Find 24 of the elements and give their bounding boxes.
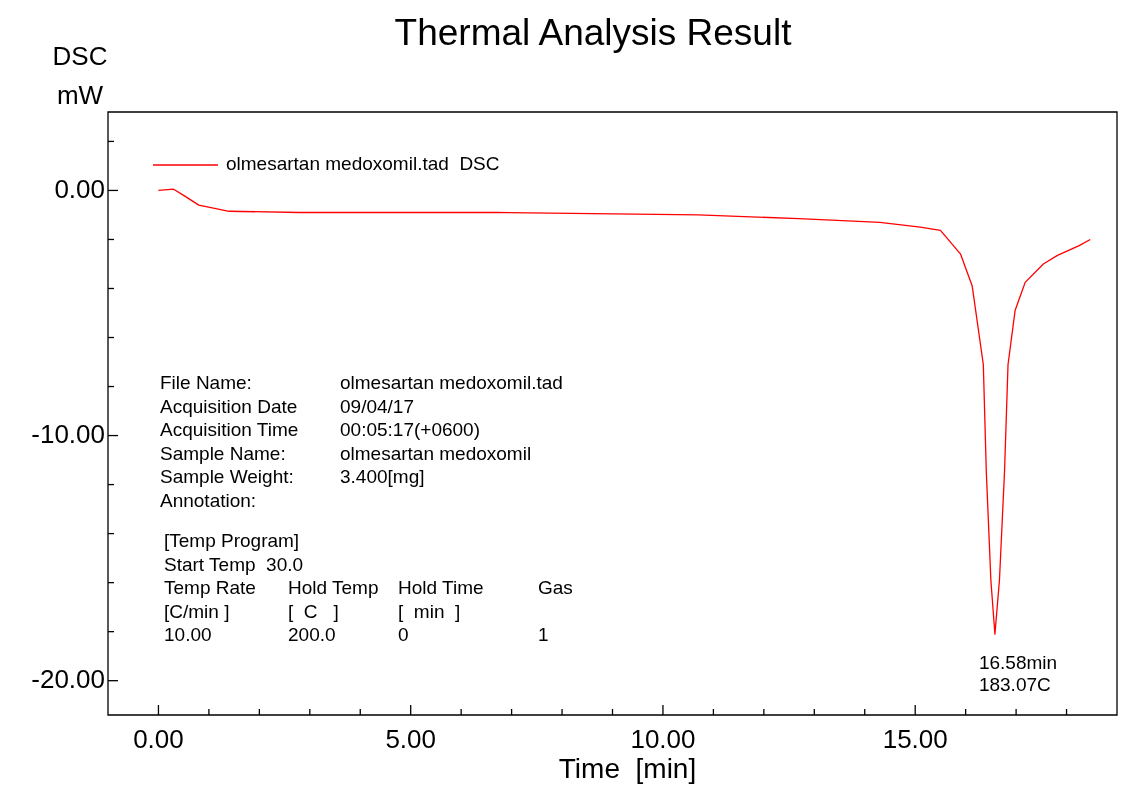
text: [C/min ] [ C ] [ min ]: [164, 600, 461, 622]
y-tick-label: -10.00: [31, 418, 105, 449]
x-tick-label: 15.00: [882, 724, 948, 755]
text: Sample Name: olmesartan medoxomil: [160, 442, 532, 464]
chart-title: Thermal Analysis Result: [394, 12, 793, 54]
annotation: Start Temp 30.0: [164, 553, 304, 575]
y-axis-title: DSC mW: [52, 41, 108, 111]
annotation: Annotation:: [160, 489, 257, 511]
text: Acquisition Time 00:05:17(+0600): [160, 419, 480, 441]
annotation: [Temp Program]: [164, 530, 300, 552]
annotation: 16.58min: [978, 652, 1058, 674]
y-tick-label: 0.00: [54, 173, 105, 204]
text: File Name: olmesartan medoxomil.tad: [160, 372, 563, 394]
x-axis-title: Time [min]: [558, 752, 697, 784]
y-tick-label: -20.00: [31, 663, 105, 694]
x-tick-label: 0.00: [133, 724, 184, 755]
text: 10.00 200.0 0 1: [164, 624, 549, 646]
annotation: 183.07C: [978, 674, 1051, 696]
text: Temp Rate Hold Temp Hold Time Gas: [164, 577, 573, 599]
text: Sample Weight: 3.400[mg]: [160, 466, 425, 488]
legend-label: olmesartan medoxomil.tad DSC: [226, 153, 500, 175]
x-tick-label: 5.00: [385, 724, 436, 755]
x-tick-label: 10.00: [630, 724, 696, 755]
text: Acquisition Date 09/04/17: [160, 395, 414, 417]
